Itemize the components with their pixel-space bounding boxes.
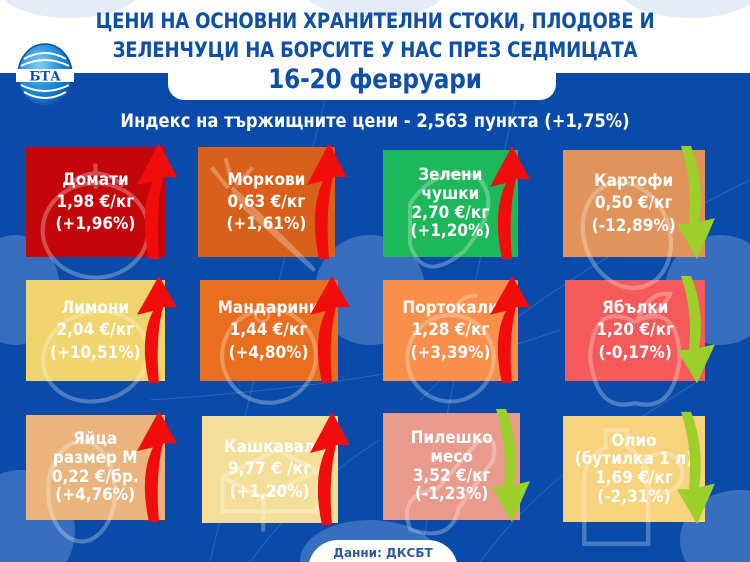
- card-text: Картофи 0,50 €/кг (-12,89%): [592, 170, 676, 236]
- product-name: Лимони: [61, 298, 130, 319]
- price-change: (+1,61%): [226, 214, 307, 235]
- title-line-1: ЦЕНИ НА ОСНОВНИ ХРАНИТЕЛНИ СТОКИ, ПЛОДОВ…: [95, 9, 655, 33]
- price-card: Мандарини 1,44 €/кг (+4,80%): [200, 280, 338, 405]
- card-text: Зелени чушки 2,70 €/кг (+1,20%): [411, 166, 491, 241]
- card-line: 2,70 €/кг: [411, 202, 490, 223]
- price-card: Домати 1,98 €/кг (+1,96%): [26, 147, 165, 280]
- card-text: Домати 1,98 €/кг (+1,96%): [56, 169, 136, 235]
- date-tab: [168, 60, 556, 100]
- trend-down-arrow-icon: [677, 145, 715, 260]
- card-text: Портокали 1,28 €/кг (+3,39%): [402, 297, 498, 363]
- card-line: размер М: [53, 447, 138, 468]
- product-name: Картофи: [594, 171, 674, 192]
- data-source: Данни: ДКСБТ: [308, 540, 458, 562]
- card-line: 9,77 € /кг: [228, 459, 312, 480]
- trend-up-arrow-icon: [490, 275, 530, 384]
- card-line: 0,22 €/бр.: [52, 466, 139, 487]
- trend-up-arrow-icon: [307, 143, 347, 259]
- trend-down-arrow-icon: [492, 408, 530, 523]
- product-name: Яйца: [73, 429, 118, 450]
- card-text: Мандарини 1,44 €/кг (+4,80%): [218, 297, 320, 363]
- trend-up-arrow-icon: [310, 275, 350, 384]
- price-change: (+1,20%): [410, 221, 491, 242]
- price-change: (+4,80%): [229, 342, 309, 363]
- price-change: (-0,17%): [598, 342, 672, 363]
- price-change: (+3,39%): [410, 342, 491, 363]
- header-watermark: [4, 0, 750, 18]
- card-line: 1,20 €/кг: [596, 320, 674, 341]
- card-text: Пилешко месо 3,52 €/кг (-1,23%): [410, 429, 492, 504]
- product-name: Мандарини: [218, 298, 320, 319]
- product-name: Зелени: [418, 165, 483, 186]
- price-card: Портокали 1,28 €/кг (+3,39%): [383, 280, 518, 404]
- card-text: Кашкавал 9,77 € /кг (+1,20%): [224, 436, 315, 502]
- card-line: 2,04 €/кг: [56, 320, 135, 341]
- product-name: Кашкавал: [224, 437, 316, 458]
- card-line: 0,50 €/кг: [595, 193, 673, 214]
- card-line: 0,63 €/кг: [227, 191, 306, 212]
- card-line: 1,28 €/кг: [411, 320, 490, 341]
- bta-logo-icon: БТА: [16, 43, 74, 107]
- card-line: месо: [430, 446, 473, 467]
- product-name: Ябълки: [601, 298, 669, 319]
- price-change: (+1,96%): [55, 214, 136, 235]
- trend-down-arrow-icon: [677, 275, 715, 384]
- card-text: Ябълки 1,20 €/кг (-0,17%): [596, 297, 674, 363]
- trend-up-arrow-icon: [310, 411, 350, 526]
- card-text: Яйца размер М 0,22 €/бр. (+4,76%): [52, 430, 139, 505]
- card-line: 3,52 €/кг: [412, 465, 491, 486]
- trend-up-arrow-icon: [137, 143, 177, 259]
- card-line: чушки: [421, 183, 480, 204]
- card-text: Лимони 2,04 €/кг (+10,51%): [50, 297, 141, 363]
- price-card: Олио (бутилка 1 л) 1,69 €/кг (-2,31%): [563, 416, 705, 546]
- price-card: Зелени чушки 2,70 €/кг (+1,20%): [383, 150, 518, 269]
- market-price-index: Индекс на тържищните цени - 2,563 пункта…: [120, 110, 630, 132]
- price-card: Яйца размер М 0,22 €/бр. (+4,76%): [26, 415, 165, 544]
- price-card: Кашкавал 9,77 € /кг (+1,20%): [202, 416, 338, 532]
- product-name: Пилешко: [410, 428, 493, 449]
- price-change: (+10,51%): [50, 342, 141, 363]
- trend-down-arrow-icon: [677, 411, 715, 525]
- price-card: Моркови 0,63 €/кг (+1,61%): [198, 147, 335, 272]
- product-name: Домати: [62, 169, 129, 190]
- product-name: Портокали: [402, 298, 499, 319]
- trend-up-arrow-icon: [490, 145, 530, 260]
- svg-text:БТА: БТА: [29, 70, 61, 85]
- price-card: Пилешко месо 3,52 €/кг (-1,23%): [383, 413, 520, 536]
- price-change: (-12,89%): [591, 215, 677, 236]
- trend-up-arrow-icon: [137, 410, 177, 523]
- trend-up-arrow-icon: [137, 275, 177, 384]
- title-line-2: ЗЕЛЕНЧУЦИ НА БОРСИТЕ У НАС ПРЕЗ СЕДМИЦАТ…: [112, 38, 638, 62]
- date-range: 16-20 февруари: [268, 64, 482, 95]
- card-text: Моркови 0,63 €/кг (+1,61%): [227, 169, 307, 235]
- product-name: Моркови: [227, 169, 306, 190]
- card-line: 1,98 €/кг: [56, 191, 135, 212]
- price-change: (+4,76%): [55, 485, 136, 506]
- card-line: 1,44 €/кг: [230, 320, 308, 341]
- price-card: Ябълки 1,20 €/кг (-0,17%): [565, 280, 705, 407]
- price-change: (+1,20%): [230, 481, 310, 502]
- price-card: Картофи 0,50 €/кг (-12,89%): [563, 150, 705, 291]
- price-change: (-1,23%): [414, 484, 489, 505]
